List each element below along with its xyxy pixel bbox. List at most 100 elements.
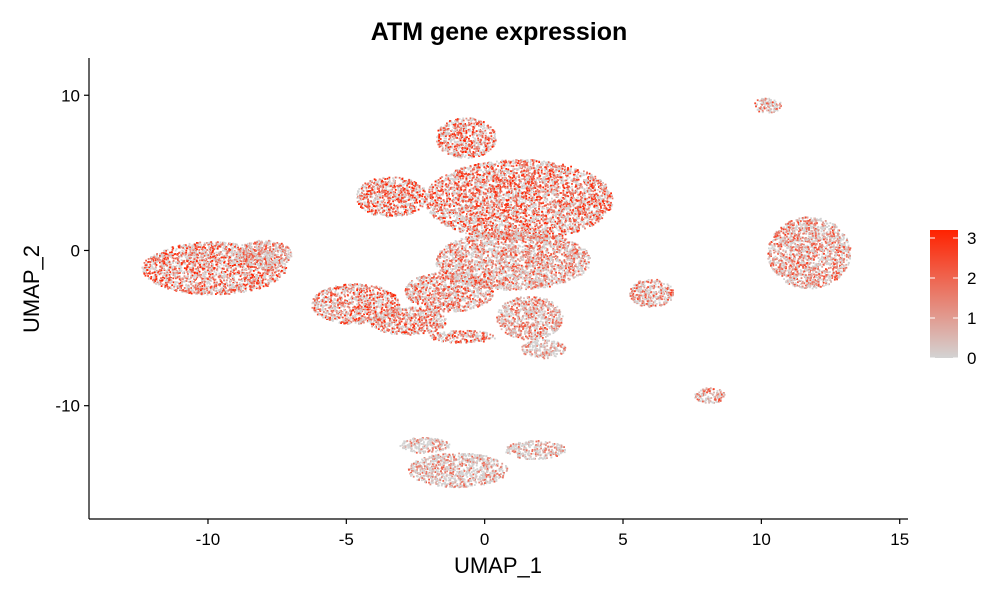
cell-point <box>184 279 187 282</box>
cell-point <box>260 276 263 279</box>
cell-point <box>273 243 276 246</box>
cell-point <box>153 275 156 278</box>
cell-point <box>189 246 192 249</box>
cell-point <box>416 314 419 317</box>
cell-point <box>475 150 477 153</box>
cell-point <box>272 250 274 253</box>
cell-point <box>267 279 270 282</box>
cell-point <box>218 272 221 275</box>
cell-point <box>479 154 481 157</box>
cell-point <box>398 313 400 316</box>
cell-point <box>158 257 160 259</box>
cell-point <box>198 274 201 276</box>
cell-point <box>220 267 223 270</box>
cell-point <box>357 305 360 308</box>
cell-point <box>479 125 482 128</box>
cell-point <box>213 248 215 251</box>
cell-point <box>229 279 232 282</box>
cell-point <box>158 281 161 283</box>
cell-point <box>398 306 401 309</box>
cell-point <box>180 289 183 292</box>
cell-point <box>228 293 231 295</box>
cell-point <box>213 279 216 281</box>
cell-point <box>190 256 193 259</box>
cell-point <box>454 141 457 144</box>
cell-point <box>407 332 410 334</box>
cell-point <box>222 247 225 249</box>
cell-point <box>245 258 248 261</box>
cell-point <box>242 278 244 281</box>
cell-point <box>350 284 353 287</box>
cell-point <box>179 289 181 291</box>
cell-point <box>192 287 195 289</box>
cell-point <box>380 304 382 306</box>
cell-point <box>364 312 366 314</box>
cell-point <box>181 249 184 252</box>
cell-point <box>362 307 365 309</box>
cell-point <box>209 252 211 254</box>
cell-point <box>329 318 332 321</box>
cell-point <box>467 154 470 156</box>
cell-point <box>468 148 471 151</box>
cell-point <box>274 250 277 252</box>
cell-point <box>364 297 367 300</box>
cell-point <box>210 285 213 288</box>
cell-point <box>348 303 351 305</box>
cell-point <box>154 261 157 264</box>
cell-point <box>204 277 206 280</box>
cell-point <box>273 278 276 281</box>
cell-point <box>213 259 216 261</box>
cell-point <box>196 292 198 295</box>
cell-point <box>242 253 245 256</box>
cell-point <box>250 257 253 259</box>
cell-point <box>382 327 385 330</box>
cell-point <box>249 270 252 273</box>
cell-point <box>335 313 338 315</box>
cell-point <box>359 287 362 290</box>
cell-point <box>458 146 461 149</box>
cell-point <box>329 316 331 319</box>
cell-point <box>324 308 327 310</box>
cell-point <box>250 280 253 282</box>
cell-point <box>475 147 478 150</box>
cell-point <box>340 299 342 302</box>
cell-point <box>466 136 468 139</box>
cell-point <box>190 289 193 291</box>
cell-point <box>209 255 212 258</box>
cell-point <box>401 312 404 315</box>
cell-point <box>356 289 358 292</box>
cell-point <box>248 257 251 260</box>
cell-point <box>156 274 158 277</box>
cell-point <box>385 297 388 300</box>
cell-point <box>259 279 262 282</box>
cell-point <box>175 261 178 264</box>
cell-point <box>444 322 446 325</box>
cell-point <box>216 263 219 265</box>
cell-point <box>277 258 280 260</box>
cell-point <box>335 295 337 297</box>
cell-point <box>149 270 151 273</box>
cell-point <box>246 256 249 259</box>
cell-point <box>263 257 266 259</box>
cell-point <box>200 253 203 255</box>
cell-point <box>171 251 173 253</box>
cell-point <box>197 285 200 288</box>
cell-point <box>243 262 246 265</box>
cell-point <box>457 153 460 156</box>
cell-point <box>143 266 146 269</box>
cell-point <box>158 283 160 286</box>
cell-point <box>219 241 222 244</box>
cell-point <box>274 254 276 257</box>
cell-point <box>191 284 194 287</box>
cell-point <box>373 299 376 302</box>
cell-point <box>419 310 421 313</box>
cell-point <box>341 287 344 289</box>
cell-point <box>171 256 174 259</box>
cell-point <box>275 277 278 280</box>
cell-point <box>269 263 272 266</box>
cell-point <box>170 287 173 290</box>
cell-point <box>186 277 189 280</box>
cell-point <box>265 271 268 273</box>
cell-point <box>392 311 395 313</box>
cell-point <box>203 267 206 270</box>
